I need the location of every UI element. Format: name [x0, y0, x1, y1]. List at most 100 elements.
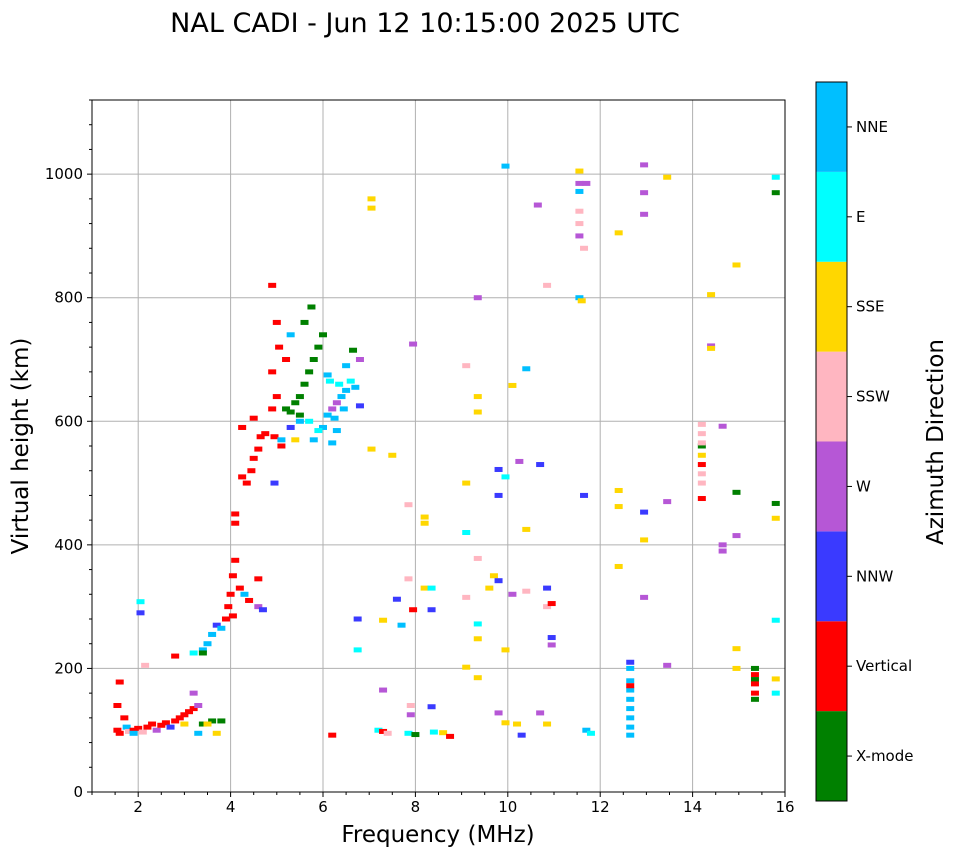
echo-point	[277, 443, 286, 449]
echo-point	[409, 341, 418, 347]
echo-point	[143, 724, 152, 730]
echo-point	[626, 659, 635, 665]
echo-point	[309, 437, 318, 443]
echo-point	[626, 678, 635, 684]
colorbar-label: SSE	[856, 298, 885, 316]
colorbar-label: NNW	[856, 567, 893, 585]
echo-point	[575, 295, 584, 301]
echo-point	[750, 665, 759, 671]
echo-point	[242, 480, 251, 486]
echo-point	[429, 729, 438, 735]
echo-point	[640, 537, 649, 543]
echo-point	[226, 591, 235, 597]
echo-point	[161, 720, 170, 726]
echo-point	[473, 555, 482, 561]
echo-point	[295, 418, 304, 424]
echo-point	[339, 406, 348, 412]
echo-point	[697, 421, 706, 427]
echo-point	[732, 533, 741, 539]
echo-point	[212, 622, 221, 628]
echo-point	[141, 662, 150, 668]
echo-point	[374, 727, 383, 733]
echo-point	[473, 295, 482, 301]
echo-point	[732, 489, 741, 495]
echo-point	[194, 730, 203, 736]
echo-point	[305, 418, 314, 424]
echo-point	[342, 363, 351, 369]
echo-point	[328, 440, 337, 446]
echo-point	[577, 298, 586, 304]
echo-point	[136, 610, 145, 616]
echo-point	[547, 642, 556, 648]
echo-point	[513, 721, 522, 727]
echo-point	[353, 647, 362, 653]
colorbar-title: Azimuth Direction	[923, 339, 949, 545]
echo-point	[238, 424, 247, 430]
echo-point	[194, 703, 203, 708]
echo-point	[198, 647, 207, 653]
echo-point	[508, 591, 517, 597]
echo-point	[718, 423, 727, 429]
echo-point	[663, 662, 672, 668]
echo-point	[750, 681, 759, 687]
echo-point	[217, 718, 226, 724]
echo-point	[228, 613, 237, 619]
echo-point	[750, 696, 759, 702]
plot-frame	[91, 99, 786, 793]
echo-point	[473, 394, 482, 400]
echo-point	[732, 262, 741, 268]
echo-point	[235, 585, 244, 591]
echo-point	[240, 591, 249, 597]
echo-point	[217, 625, 226, 631]
echo-point	[575, 208, 584, 214]
colorbar: X-mode Vertical NNW W SSW SSE E NNE	[815, 81, 913, 802]
echo-point	[342, 387, 351, 393]
echo-point	[319, 424, 327, 430]
echo-point	[732, 646, 741, 652]
echo-point	[254, 576, 263, 582]
echo-point	[771, 500, 780, 506]
colorbar-segment	[816, 351, 847, 442]
echo-point	[286, 409, 295, 415]
echo-point	[189, 690, 198, 696]
echo-point	[388, 452, 397, 458]
echo-point	[224, 604, 233, 610]
echo-point	[270, 480, 279, 486]
echo-point	[228, 573, 237, 579]
y-tick-label: 200	[54, 659, 83, 677]
x-tick-label: 2	[133, 798, 143, 816]
echo-point	[494, 492, 503, 498]
echo-point	[536, 462, 545, 468]
echo-point	[349, 347, 358, 353]
y-tick-label: 600	[54, 412, 83, 430]
y-tick-label: 800	[54, 289, 83, 307]
echo-point	[115, 730, 124, 736]
echo-point	[254, 446, 263, 452]
echo-point	[305, 369, 314, 375]
echo-point	[208, 718, 217, 724]
echo-point	[411, 732, 420, 738]
echo-point	[614, 230, 623, 236]
echo-point	[379, 617, 388, 623]
echo-point	[249, 455, 258, 461]
echo-point	[522, 588, 531, 594]
echo-point	[420, 520, 429, 526]
y-axis: 0 200 400 600 800 1000	[45, 99, 92, 801]
echo-point	[355, 357, 364, 362]
echo-point	[330, 415, 339, 421]
echo-point	[771, 190, 780, 196]
x-tick-label: 10	[498, 798, 517, 816]
echo-point	[473, 621, 482, 627]
echo-point	[272, 394, 281, 400]
colorbar-label: SSW	[856, 388, 890, 406]
x-tick-label: 6	[318, 798, 328, 816]
echo-point	[640, 162, 649, 168]
echo-point	[494, 710, 503, 716]
y-tick-label: 400	[54, 536, 83, 554]
echo-point	[522, 366, 531, 372]
echo-point	[277, 437, 286, 443]
echo-point	[337, 394, 346, 400]
echo-point	[580, 492, 589, 498]
echo-point	[614, 504, 623, 510]
echo-point	[614, 487, 623, 493]
